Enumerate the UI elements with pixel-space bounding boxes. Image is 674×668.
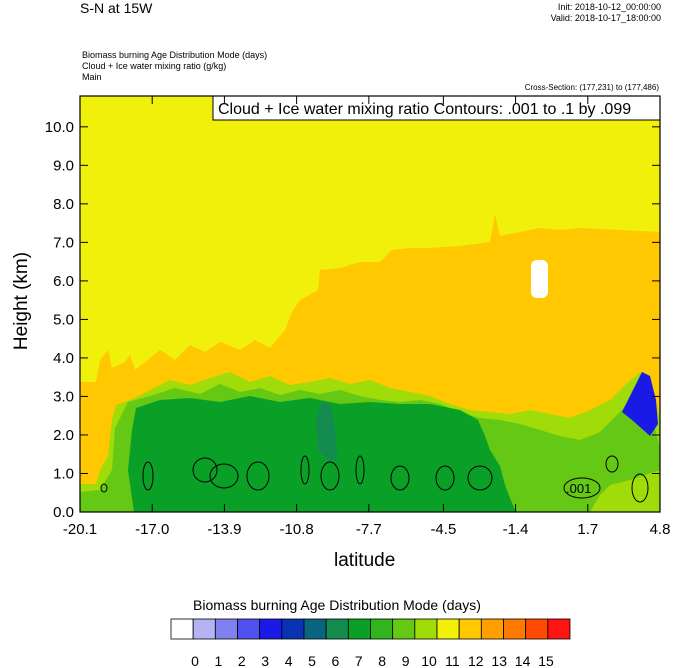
y-tick-label: 10.0 xyxy=(45,119,74,136)
y-tick-label: 2.0 xyxy=(53,427,74,444)
colorbar-label: 3 xyxy=(261,653,269,668)
colorbar-label: 15 xyxy=(538,653,554,668)
colorbar-swatch xyxy=(303,618,327,640)
colorbar-label: 5 xyxy=(308,653,316,668)
colorbar-title: Biomass burning Age Distribution Mode (d… xyxy=(193,597,481,613)
colorbar-swatch xyxy=(503,618,527,640)
colorbar-swatch xyxy=(325,618,349,640)
contour-line xyxy=(390,465,410,491)
colorbar-label: 10 xyxy=(421,653,437,668)
colorbar-label: 4 xyxy=(285,653,293,668)
colorbar-label: 7 xyxy=(355,653,363,668)
y-tick-label: 8.0 xyxy=(53,196,74,213)
colorbar-swatch xyxy=(237,618,261,640)
contour-line xyxy=(467,465,493,491)
colorbar-swatch xyxy=(392,618,416,640)
x-tick-label: -20.1 xyxy=(63,521,97,538)
colorbar-swatch xyxy=(436,618,460,640)
contour-line xyxy=(209,463,239,489)
y-tick-label: 0.0 xyxy=(53,504,74,521)
colorbar-label: 11 xyxy=(445,653,460,668)
contour-line xyxy=(142,461,154,491)
x-tick-label: -13.9 xyxy=(207,521,241,538)
colorbar-swatch xyxy=(281,618,305,640)
field-description-3: Main xyxy=(82,72,102,82)
x-tick-label: 1.7 xyxy=(577,521,598,538)
colorbar-swatch xyxy=(547,618,571,640)
colorbar-swatch xyxy=(414,618,438,640)
region-age-0 xyxy=(531,260,548,298)
colorbar-label: 2 xyxy=(238,653,246,668)
contour-line xyxy=(100,483,108,493)
y-tick-label: 1.0 xyxy=(53,465,74,482)
x-tick-label: -10.8 xyxy=(280,521,314,538)
y-tick-label: 5.0 xyxy=(53,311,74,328)
axes: 0.0 1.0 2.0 3.0 4.0 5.0 6.0 7.0 8.0 9.0 10.0 -20.1 -… xyxy=(45,95,671,538)
y-tick-label: 3.0 xyxy=(53,388,74,405)
contour-line xyxy=(320,461,340,491)
cross-section-label: Cross-Section: (177,231) to (177,486) xyxy=(524,83,659,92)
colorbar-label: 6 xyxy=(332,653,340,668)
contour-line xyxy=(631,473,649,503)
contour-lines xyxy=(100,455,649,503)
colorbar-swatch xyxy=(480,618,504,640)
contour-line xyxy=(563,477,601,499)
contour-line xyxy=(355,455,365,485)
colorbar-label: 12 xyxy=(468,653,484,668)
y-tick-label: 4.0 xyxy=(53,350,74,367)
init-time-label: Init: 2018-10-12_00:00:00 xyxy=(557,2,661,12)
region-age-4 xyxy=(622,372,658,436)
contour-info-label: Cloud + Ice water mixing ratio Contours:… xyxy=(218,101,631,118)
contour-line xyxy=(605,455,619,473)
contour-value-label: .001 xyxy=(566,481,591,496)
y-tick-label: 6.0 xyxy=(53,273,74,290)
y-tick-label: 9.0 xyxy=(53,157,74,174)
plot-area: .001 Cloud + Ice water mixing ratio Conto… xyxy=(80,95,661,512)
colorbar-swatch xyxy=(370,618,394,640)
region-age-7 xyxy=(316,402,338,462)
plot-frame xyxy=(79,95,661,513)
y-tick-label: 7.0 xyxy=(53,234,74,251)
x-tick-label: -17.0 xyxy=(135,521,169,538)
x-tick-label: -1.4 xyxy=(503,521,529,538)
x-tick-label: -4.5 xyxy=(430,521,456,538)
colorbar-swatch xyxy=(170,618,194,640)
y-axis-label: Height (km) xyxy=(11,251,32,351)
x-tick-label: 4.8 xyxy=(650,521,671,538)
colorbar-swatch xyxy=(525,618,549,640)
contour-line xyxy=(435,465,455,491)
field-description-2: Cloud + Ice water mixing ratio (g/kg) xyxy=(82,61,227,71)
valid-time-label: Valid: 2018-10-17_18:00:00 xyxy=(550,13,661,23)
colorbar-label: 9 xyxy=(402,653,410,668)
colorbar-swatch xyxy=(214,618,238,640)
colorbar-label: 13 xyxy=(491,653,507,668)
colorbar-label: 1 xyxy=(215,653,223,668)
chart-title: S-N at 15W xyxy=(80,0,153,16)
colorbar: 0 1 2 3 4 5 6 7 8 9 10 11 12 13 14 15 xyxy=(170,618,571,668)
colorbar-label: 8 xyxy=(378,653,386,668)
colorbar-swatch xyxy=(192,618,216,640)
colorbar-label: 0 xyxy=(191,653,199,668)
colorbar-swatch xyxy=(259,618,283,640)
x-axis-label: latitude xyxy=(334,550,396,571)
field-description-1: Biomass burning Age Distribution Mode (d… xyxy=(82,50,268,60)
colorbar-label: 14 xyxy=(515,653,531,668)
colorbar-swatch xyxy=(347,618,371,640)
colorbar-swatch xyxy=(458,618,482,640)
contour-line xyxy=(246,461,270,491)
x-tick-label: -7.7 xyxy=(356,521,382,538)
contour-line xyxy=(192,457,218,483)
contour-line xyxy=(300,455,310,485)
